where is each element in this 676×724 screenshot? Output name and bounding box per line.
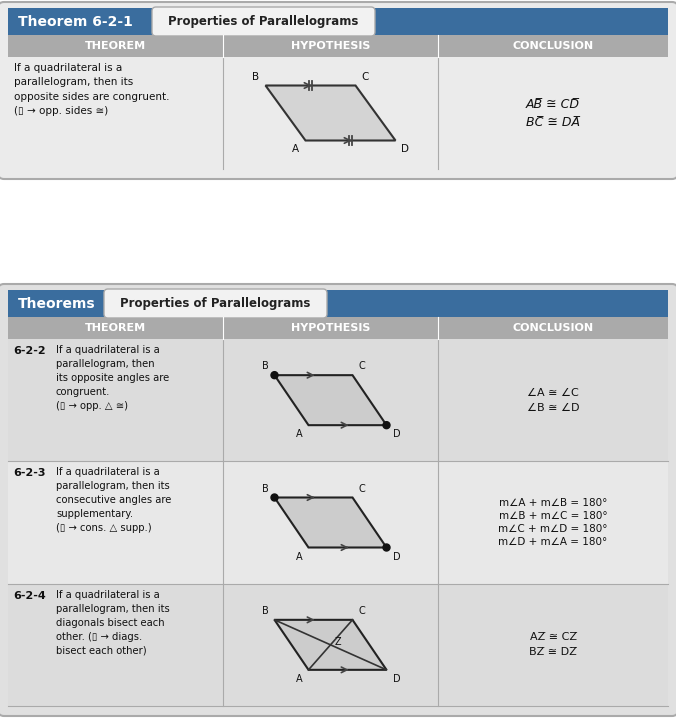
Text: Theorems: Theorems xyxy=(18,297,95,311)
Text: If a quadrilateral is a
parallelogram, then its
opposite sides are congruent.
(▯: If a quadrilateral is a parallelogram, t… xyxy=(14,63,170,116)
Text: D: D xyxy=(393,552,400,562)
FancyBboxPatch shape xyxy=(0,2,676,179)
Polygon shape xyxy=(274,620,387,670)
FancyBboxPatch shape xyxy=(104,289,327,318)
Text: If a quadrilateral is a
parallelogram, then its
diagonals bisect each
other. (▯ : If a quadrilateral is a parallelogram, t… xyxy=(56,589,170,656)
Text: C: C xyxy=(358,361,365,371)
Text: A: A xyxy=(296,674,302,684)
Text: If a quadrilateral is a
parallelogram, then its
consecutive angles are
supplemen: If a quadrilateral is a parallelogram, t… xyxy=(56,467,172,534)
Text: AZ̅ ≅ CZ̅: AZ̅ ≅ CZ̅ xyxy=(529,632,577,642)
Text: Properties of Parallelograms: Properties of Parallelograms xyxy=(120,297,311,310)
Bar xyxy=(8,317,668,339)
FancyBboxPatch shape xyxy=(8,290,668,317)
Bar xyxy=(8,339,668,706)
Text: AB̅ ≅ CD̅: AB̅ ≅ CD̅ xyxy=(526,98,580,111)
Text: B: B xyxy=(262,361,268,371)
FancyBboxPatch shape xyxy=(152,7,375,36)
Circle shape xyxy=(383,544,390,551)
Text: CONCLUSION: CONCLUSION xyxy=(512,41,594,51)
Text: HYPOTHESIS: HYPOTHESIS xyxy=(291,323,370,333)
Bar xyxy=(8,461,668,584)
FancyBboxPatch shape xyxy=(0,284,676,716)
Circle shape xyxy=(271,494,278,501)
Text: D: D xyxy=(393,429,400,439)
Text: C: C xyxy=(358,606,365,616)
Text: If a quadrilateral is a
parallelogram, then
its opposite angles are
congruent.
(: If a quadrilateral is a parallelogram, t… xyxy=(56,345,169,411)
Text: m∠A + m∠B = 180°: m∠A + m∠B = 180° xyxy=(499,498,607,508)
Text: 6-2-4: 6-2-4 xyxy=(13,591,46,601)
Bar xyxy=(8,57,668,169)
Circle shape xyxy=(383,421,390,429)
Polygon shape xyxy=(266,85,395,140)
Text: Properties of Parallelograms: Properties of Parallelograms xyxy=(168,15,359,28)
Text: A: A xyxy=(296,429,302,439)
Text: BZ̅ ≅ DZ̅: BZ̅ ≅ DZ̅ xyxy=(529,647,577,657)
Polygon shape xyxy=(274,497,387,547)
Text: Z: Z xyxy=(335,637,341,647)
Text: m∠C + m∠D = 180°: m∠C + m∠D = 180° xyxy=(498,524,608,534)
Text: BC̅ ≅ DA̅: BC̅ ≅ DA̅ xyxy=(526,116,580,128)
Bar xyxy=(8,584,668,706)
Text: THEOREM: THEOREM xyxy=(85,323,146,333)
Text: 6-2-2: 6-2-2 xyxy=(13,346,45,356)
Text: 6-2-3: 6-2-3 xyxy=(13,468,45,479)
Bar xyxy=(8,339,668,461)
Circle shape xyxy=(271,371,278,379)
Bar xyxy=(8,35,668,57)
Text: m∠D + m∠A = 180°: m∠D + m∠A = 180° xyxy=(498,537,608,547)
Text: m∠B + m∠C = 180°: m∠B + m∠C = 180° xyxy=(499,511,607,521)
Text: C: C xyxy=(362,72,369,82)
Text: A: A xyxy=(296,552,302,562)
Text: HYPOTHESIS: HYPOTHESIS xyxy=(291,41,370,51)
Text: ∠B ≅ ∠D: ∠B ≅ ∠D xyxy=(527,403,579,413)
Text: C: C xyxy=(358,484,365,494)
Text: Theorem 6-2-1: Theorem 6-2-1 xyxy=(18,14,133,28)
FancyBboxPatch shape xyxy=(8,8,668,35)
Text: CONCLUSION: CONCLUSION xyxy=(512,323,594,333)
Text: B: B xyxy=(262,606,268,616)
Text: ∠A ≅ ∠C: ∠A ≅ ∠C xyxy=(527,387,579,397)
Text: B: B xyxy=(252,72,260,82)
Text: B: B xyxy=(262,484,268,494)
Text: D: D xyxy=(402,145,410,154)
Text: D: D xyxy=(393,674,400,684)
Text: THEOREM: THEOREM xyxy=(85,41,146,51)
Text: A: A xyxy=(293,145,299,154)
Polygon shape xyxy=(274,375,387,425)
